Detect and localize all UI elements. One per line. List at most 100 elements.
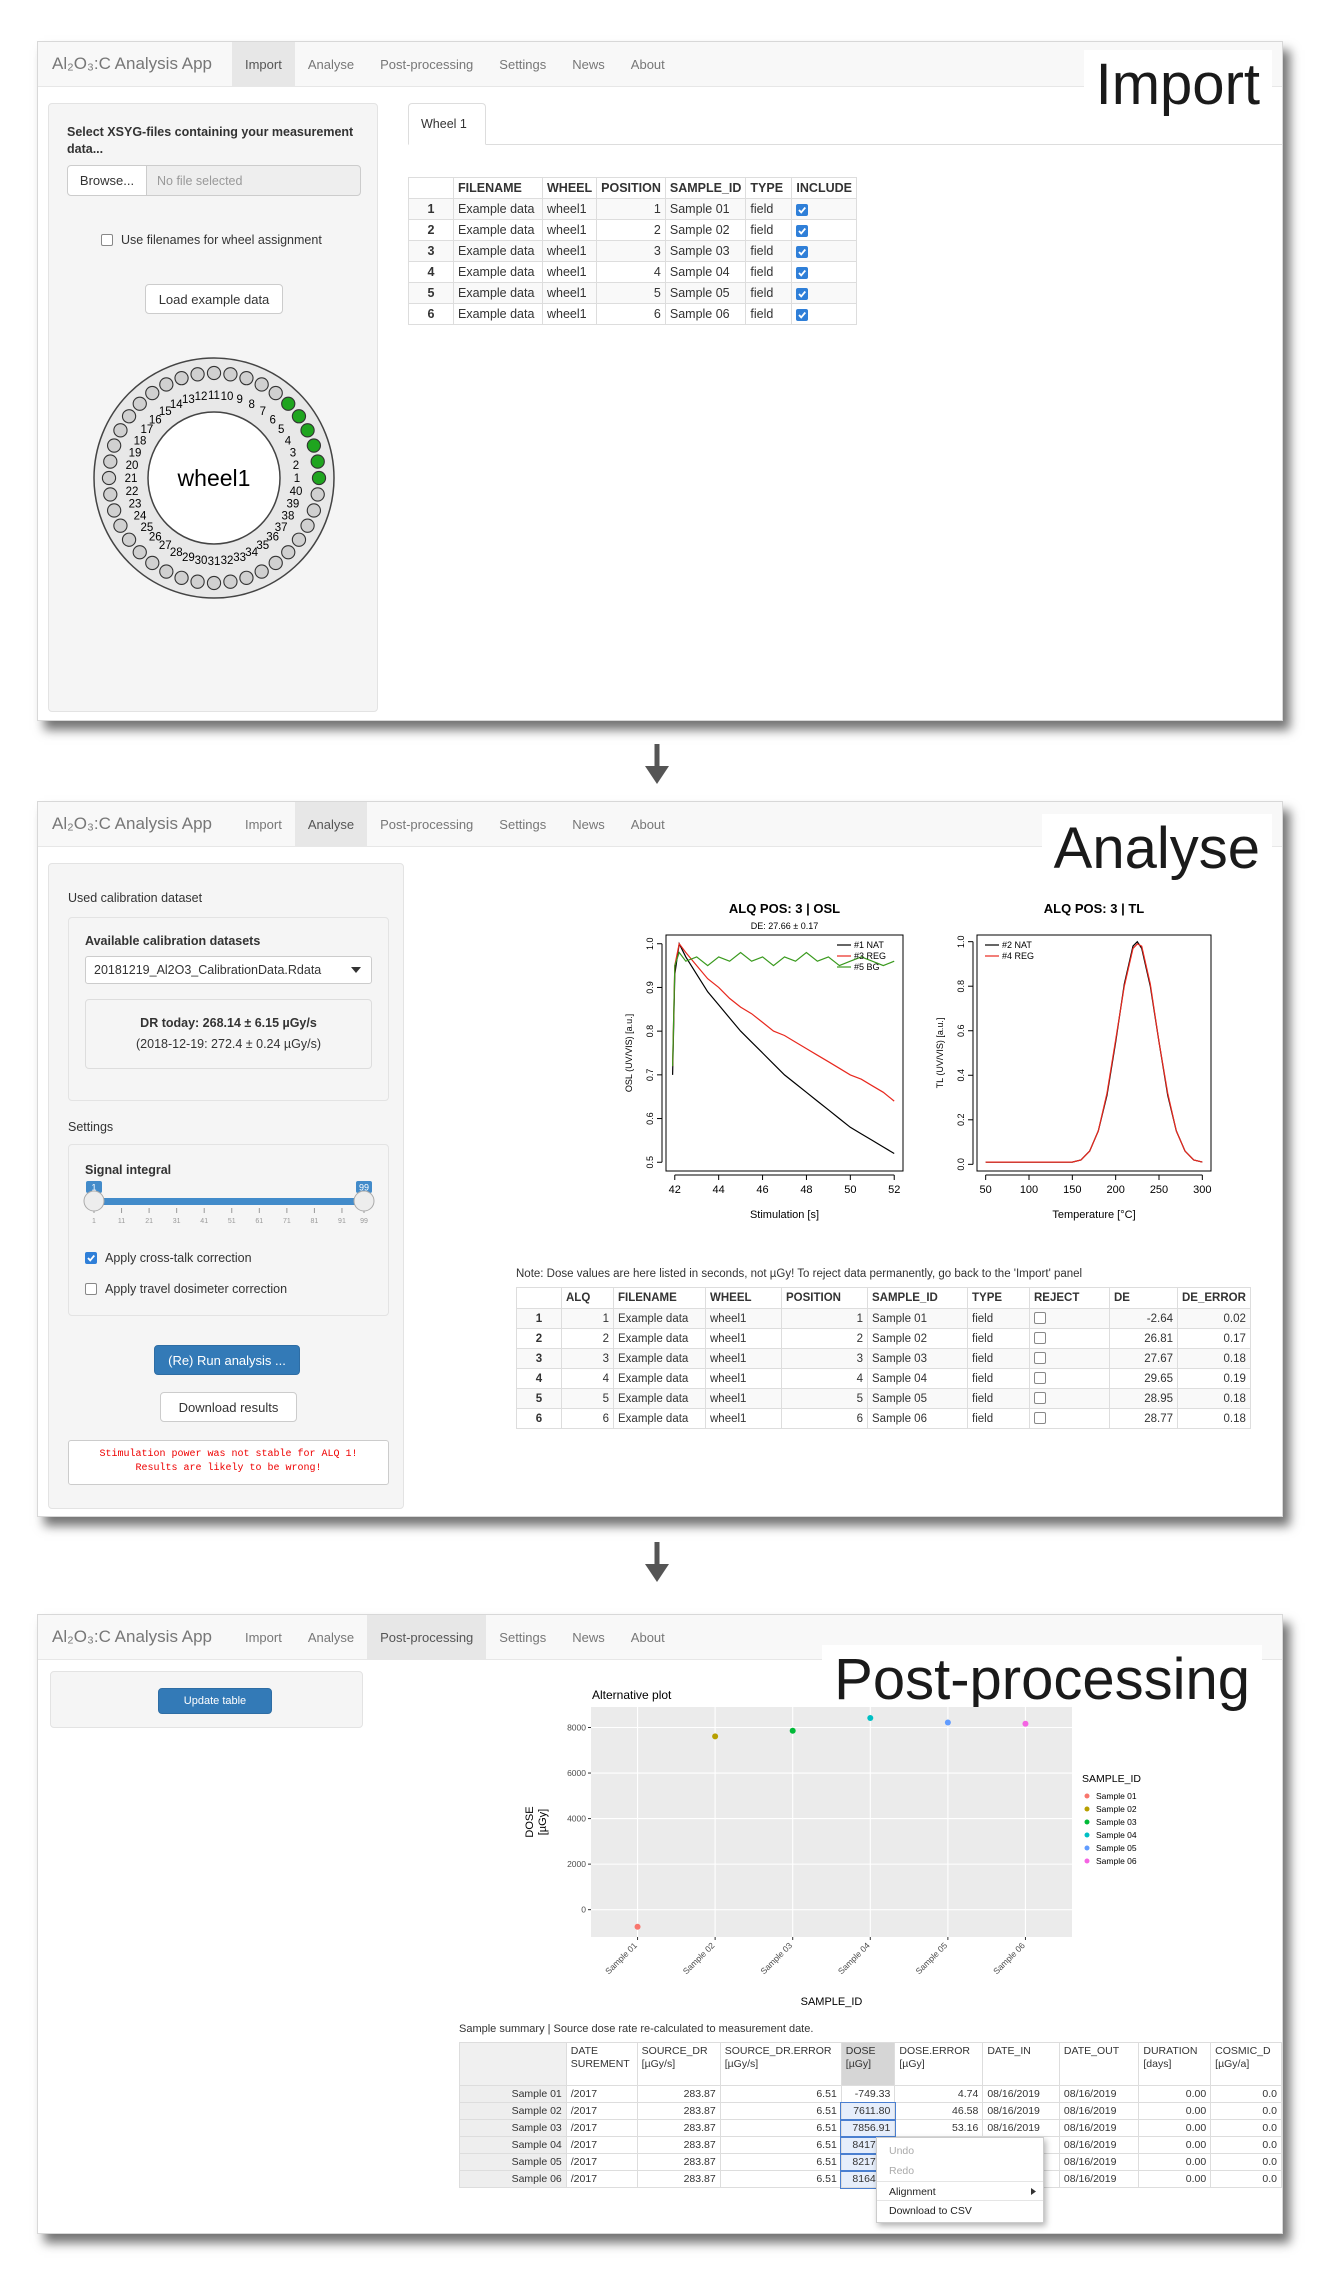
- download-button[interactable]: Download results: [160, 1392, 297, 1422]
- checkbox[interactable]: [1034, 1312, 1046, 1325]
- table-cell[interactable]: 0.00: [1138, 2102, 1212, 2120]
- nav-item[interactable]: Post-processing: [380, 56, 474, 72]
- table-cell[interactable]: 46.58: [894, 2102, 984, 2120]
- nav-item[interactable]: Settings: [499, 1629, 547, 1645]
- checkbox[interactable]: [796, 224, 809, 237]
- table-cell[interactable]: /2017: [565, 2136, 638, 2154]
- table-cell[interactable]: 0.00: [1138, 2170, 1212, 2188]
- table-cell[interactable]: 08/16/2019: [1058, 2170, 1140, 2188]
- run-analysis-button[interactable]: (Re) Run analysis ...: [154, 1345, 300, 1375]
- checkbox[interactable]: [796, 245, 809, 258]
- checkbox[interactable]: [85, 1251, 97, 1264]
- table-cell: Example data: [613, 1368, 706, 1389]
- slider-handle[interactable]: [353, 1190, 375, 1212]
- table-cell[interactable]: 7611.80: [840, 2101, 896, 2121]
- table-cell[interactable]: 283.87: [636, 2119, 721, 2137]
- calibration-select[interactable]: 20181219_Al2O3_CalibrationData.Rdata: [85, 956, 372, 984]
- nav-item[interactable]: Import: [244, 816, 282, 832]
- table-cell[interactable]: 6.51: [719, 2119, 842, 2137]
- nav-item[interactable]: Post-processing: [380, 816, 474, 832]
- table-cell[interactable]: 0.00: [1138, 2119, 1212, 2137]
- table-cell[interactable]: 7856.91: [840, 2118, 896, 2138]
- table-cell[interactable]: 0.00: [1138, 2136, 1212, 2154]
- menu-item[interactable]: Alignment: [877, 2181, 1043, 2201]
- nav-item[interactable]: Import: [231, 42, 295, 86]
- nav-item[interactable]: News: [572, 56, 605, 72]
- checkbox[interactable]: [1034, 1392, 1046, 1405]
- nav-item[interactable]: News: [572, 816, 605, 832]
- table-cell[interactable]: 0.00: [1138, 2085, 1212, 2103]
- browse-button[interactable]: Browse...: [67, 165, 147, 196]
- calibration-well: Available calibration datasets 20181219_A…: [68, 917, 389, 1101]
- table-cell[interactable]: /2017: [565, 2119, 638, 2137]
- table-cell[interactable]: 0.0: [1210, 2119, 1282, 2137]
- table-cell[interactable]: 08/16/2019: [982, 2119, 1060, 2137]
- nav-item[interactable]: Post-processing: [367, 1615, 487, 1659]
- checkbox[interactable]: [1034, 1332, 1046, 1345]
- load-example-button[interactable]: Load example data: [145, 284, 283, 314]
- table-cell[interactable]: 08/16/2019: [1058, 2102, 1140, 2120]
- table-cell[interactable]: 0.0: [1210, 2153, 1282, 2171]
- nav-item[interactable]: Analyse: [307, 56, 355, 72]
- table-cell[interactable]: 283.87: [636, 2153, 721, 2171]
- table-cell[interactable]: 0.0: [1210, 2102, 1282, 2120]
- table-cell[interactable]: /2017: [565, 2085, 638, 2103]
- slider-handle[interactable]: [83, 1190, 105, 1212]
- table-cell[interactable]: /2017: [565, 2170, 638, 2188]
- table-cell[interactable]: 0.0: [1210, 2170, 1282, 2188]
- table-cell[interactable]: 4.74: [894, 2085, 984, 2103]
- nav-item[interactable]: About: [630, 56, 665, 72]
- table-cell[interactable]: 08/16/2019: [982, 2085, 1060, 2103]
- nav-item[interactable]: About: [630, 1629, 665, 1645]
- row-label: Sample 04: [459, 2136, 567, 2154]
- nav-item[interactable]: Analyse: [294, 802, 368, 846]
- table-row: 4 4 Example data wheel1 4 Sample 04 field 29.65…: [516, 1368, 1251, 1389]
- column-header: COSMIC_D [µGy/a]: [1210, 2042, 1282, 2086]
- checkbox[interactable]: [1034, 1412, 1046, 1425]
- menu-item[interactable]: Download to CSV: [889, 2205, 972, 2217]
- table-cell: 29.65: [1109, 1368, 1178, 1389]
- checkbox[interactable]: [796, 287, 809, 300]
- table-cell[interactable]: 6.51: [719, 2153, 842, 2171]
- table-cell[interactable]: 08/16/2019: [1058, 2119, 1140, 2137]
- table-cell[interactable]: 08/16/2019: [1058, 2153, 1140, 2171]
- table-cell[interactable]: /2017: [565, 2102, 638, 2120]
- nav-item[interactable]: News: [572, 1629, 605, 1645]
- tab[interactable]: Wheel 1: [408, 103, 486, 145]
- table-cell[interactable]: 0.0: [1210, 2136, 1282, 2154]
- nav-item[interactable]: About: [630, 816, 665, 832]
- table-cell[interactable]: 08/16/2019: [1058, 2085, 1140, 2103]
- table-cell[interactable]: 283.87: [636, 2136, 721, 2154]
- x-tick-label: 42: [669, 1184, 681, 1196]
- checkbox[interactable]: [1034, 1372, 1046, 1385]
- table-cell[interactable]: 0.0: [1210, 2085, 1282, 2103]
- checkbox[interactable]: [85, 1282, 97, 1295]
- table-cell: 4: [596, 261, 666, 283]
- slider-tick-label: 21: [145, 1218, 153, 1225]
- table-cell[interactable]: -749.33: [840, 2085, 896, 2103]
- y-tick-label: 0.5: [645, 1156, 655, 1169]
- table-cell[interactable]: /2017: [565, 2153, 638, 2171]
- nav-item[interactable]: Analyse: [307, 1629, 355, 1645]
- nav-item[interactable]: Import: [244, 1629, 282, 1645]
- table-cell[interactable]: 6.51: [719, 2170, 842, 2188]
- table-cell[interactable]: 6.51: [719, 2102, 842, 2120]
- update-table-button[interactable]: Update table: [158, 1688, 272, 1714]
- table-cell[interactable]: 6.51: [719, 2136, 842, 2154]
- checkbox[interactable]: [796, 308, 809, 321]
- checkbox[interactable]: [796, 203, 809, 216]
- table-cell[interactable]: 08/16/2019: [982, 2102, 1060, 2120]
- table-cell[interactable]: 283.87: [636, 2085, 721, 2103]
- table-cell[interactable]: 6.51: [719, 2085, 842, 2103]
- checkbox[interactable]: [796, 266, 809, 279]
- table-cell[interactable]: 08/16/2019: [1058, 2136, 1140, 2154]
- table-cell[interactable]: 0.00: [1138, 2153, 1212, 2171]
- nav-item[interactable]: Settings: [499, 816, 547, 832]
- table-cell[interactable]: 283.87: [636, 2170, 721, 2188]
- table-cell[interactable]: 283.87: [636, 2102, 721, 2120]
- nav-item[interactable]: Settings: [499, 56, 547, 72]
- checkbox[interactable]: [1034, 1352, 1046, 1365]
- wheel-slot: [121, 532, 137, 547]
- table-cell[interactable]: 53.16: [894, 2119, 984, 2137]
- checkbox[interactable]: [101, 233, 113, 246]
